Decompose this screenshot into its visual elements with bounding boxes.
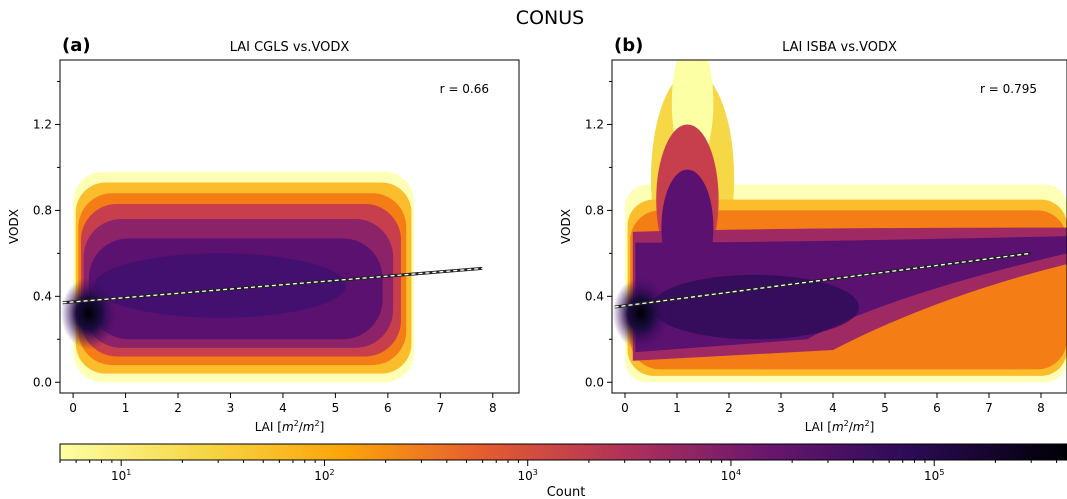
axes-frame [59, 59, 520, 394]
y-axis-label: VODX [559, 209, 573, 244]
x-tick-label: 1 [122, 401, 130, 415]
x-tick-label: 0 [69, 401, 77, 415]
x-tick-label: 6 [933, 401, 941, 415]
panel-title: LAI CGLS vs.VODX [230, 40, 350, 55]
x-tick-label: 1 [673, 401, 681, 415]
y-tick-label: 0.0 [585, 375, 604, 389]
x-tick-label: 6 [384, 401, 392, 415]
x-tick-label: 5 [881, 401, 889, 415]
x-tick-label: 2 [174, 401, 182, 415]
colorbar-label: Count [547, 485, 586, 499]
colorbar: 101 102 103 104 105 Count [59, 443, 1067, 499]
regression-line-outline [614, 251, 1031, 309]
y-tick-label: 1.2 [585, 117, 604, 131]
y-tick-label: 0.8 [33, 203, 52, 217]
colorbar-tick-label: 102 [314, 468, 334, 483]
x-tick-label: 0 [621, 401, 629, 415]
x-tick-label: 3 [777, 401, 785, 415]
x-tick-label: 8 [1037, 401, 1045, 415]
x-tick-label: 8 [489, 401, 497, 415]
panel-label: (b) [614, 35, 643, 56]
y-axis-label: VODX [7, 209, 21, 244]
panel-b: 0 1 2 3 4 5 6 7 8 0.0 0.4 0.8 1.2 LAI ISBA vs.VODX (b)… [559, 35, 1067, 434]
colorbar-tick-label: 103 [518, 468, 538, 483]
y-tick-label: 0.4 [33, 289, 52, 303]
axes-frame [611, 59, 1067, 394]
correlation-annotation: r = 0.66 [440, 82, 489, 96]
hexbin-density [612, 60, 1067, 383]
colorbar-gradient [59, 443, 1067, 461]
x-tick-label: 5 [332, 401, 340, 415]
colorbar-tick-label: 105 [924, 468, 944, 483]
regression-line [62, 267, 483, 304]
panel-a: 0 1 2 3 4 5 6 7 8 0.0 0.4 0.8 1.2 LAI CGLS vs.VODX (a)… [7, 35, 520, 434]
y-tick-label: 1.2 [33, 117, 52, 131]
y-tick-label: 0.8 [585, 203, 604, 217]
hexbin-density [60, 171, 415, 383]
x-tick-label: 3 [227, 401, 235, 415]
y-tick-label: 0.4 [585, 289, 604, 303]
colorbar-tick-label: 104 [721, 468, 741, 483]
y-tick-label: 0.0 [33, 375, 52, 389]
correlation-annotation: r = 0.795 [980, 82, 1037, 96]
x-axis-label: LAI [m2/m2] [805, 419, 875, 434]
x-tick-label: 2 [725, 401, 733, 415]
panel-label: (a) [62, 35, 91, 56]
panel-title: LAI ISBA vs.VODX [782, 40, 897, 55]
figure-suptitle: CONUS [516, 7, 584, 29]
colorbar-tick-label: 101 [111, 468, 131, 483]
x-axis-label: LAI [m2/m2] [255, 419, 325, 434]
x-tick-label: 7 [985, 401, 993, 415]
x-tick-label: 4 [829, 401, 837, 415]
x-tick-label: 4 [279, 401, 287, 415]
x-tick-label: 7 [436, 401, 444, 415]
